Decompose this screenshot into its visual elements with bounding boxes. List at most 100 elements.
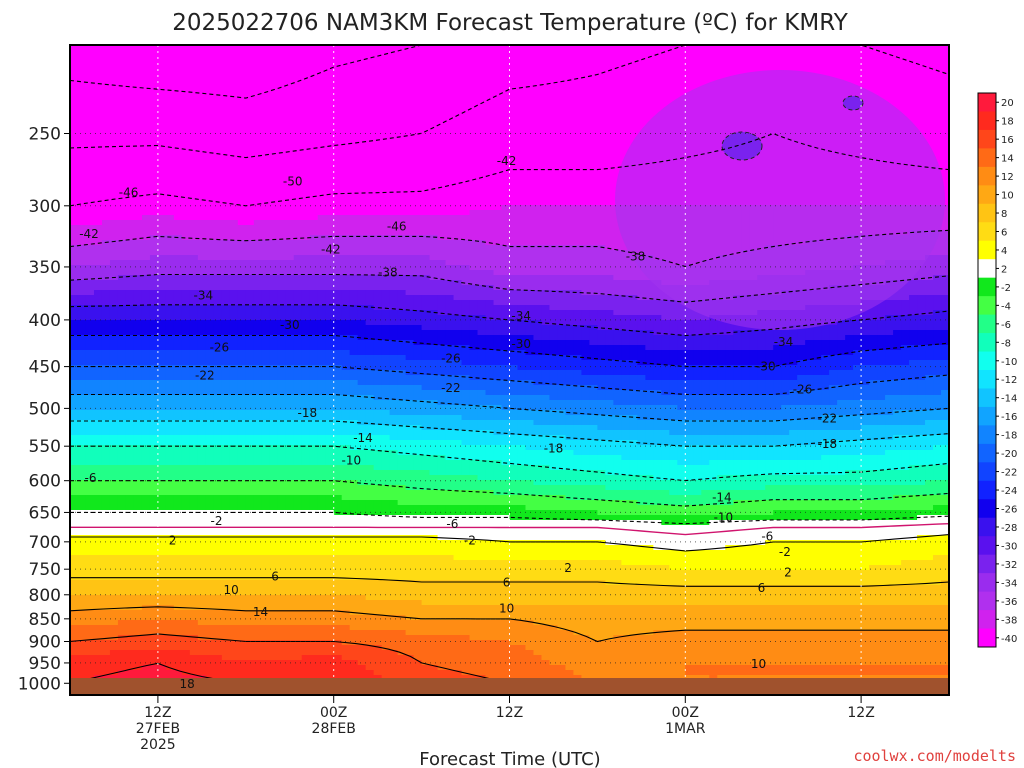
temperature-cell: [621, 245, 630, 251]
temperature-cell: [253, 230, 263, 236]
temperature-cell: [749, 60, 758, 66]
temperature-cell: [533, 100, 543, 106]
temperature-cell: [357, 155, 367, 161]
temperature-cell: [941, 80, 949, 86]
temperature-cell: [205, 50, 215, 56]
temperature-cell: [941, 205, 949, 211]
temperature-cell: [925, 135, 934, 141]
temperature-cell: [413, 165, 423, 171]
temperature-cell: [213, 225, 223, 231]
temperature-cell: [181, 70, 191, 76]
temperature-cell: [205, 255, 215, 261]
temperature-cell: [429, 240, 439, 246]
temperature-cell: [557, 120, 567, 126]
temperature-cell: [717, 60, 726, 66]
temperature-cell: [565, 110, 575, 116]
temperature-cell: [477, 215, 487, 221]
temperature-cell: [117, 235, 127, 241]
temperature-cell: [277, 250, 287, 256]
temperature-cell: [453, 250, 463, 256]
temperature-cell: [397, 155, 407, 161]
temperature-cell: [381, 265, 391, 271]
temperature-cell: [117, 170, 127, 176]
temperature-cell: [573, 220, 583, 226]
temperature-cell: [453, 130, 463, 136]
temperature-cell: [261, 225, 271, 231]
temperature-cell: [261, 160, 271, 166]
temperature-cell: [309, 230, 319, 236]
temperature-cell: [365, 50, 375, 56]
temperature-cell: [285, 255, 295, 261]
temperature-cell: [205, 160, 215, 166]
temperature-cell: [197, 60, 207, 66]
temperature-cell: [381, 245, 391, 251]
temperature-cell: [933, 240, 942, 246]
temperature-cell: [637, 45, 646, 51]
temperature-cell: [469, 90, 479, 96]
temperature-cell: [213, 185, 223, 191]
temperature-cell: [181, 95, 191, 101]
temperature-cell: [253, 65, 263, 71]
temperature-cell: [357, 240, 367, 246]
temperature-cell: [893, 90, 902, 96]
temperature-cell: [341, 170, 351, 176]
temperature-cell: [461, 75, 471, 81]
temperature-cell: [525, 190, 535, 196]
temperature-cell: [613, 50, 622, 56]
temperature-cell: [277, 215, 287, 221]
temperature-cell: [125, 125, 135, 131]
temperature-cell: [445, 215, 455, 221]
temperature-cell: [669, 85, 678, 91]
temperature-cell: [269, 200, 279, 206]
temperature-cell: [77, 260, 87, 266]
temperature-cell: [621, 255, 630, 261]
temperature-cell: [245, 195, 255, 201]
temperature-cell: [141, 220, 151, 226]
temperature-cell: [853, 70, 862, 76]
temperature-cell: [181, 165, 191, 171]
temperature-cell: [725, 65, 734, 71]
temperature-cell: [70, 235, 79, 241]
temperature-cell: [573, 170, 583, 176]
temperature-cell: [749, 55, 758, 61]
temperature-cell: [669, 80, 678, 86]
temperature-cell: [597, 45, 606, 51]
temperature-cell: [77, 245, 87, 251]
temperature-cell: [421, 125, 431, 131]
temperature-cell: [117, 140, 127, 146]
temperature-cell: [533, 240, 543, 246]
temperature-cell: [133, 105, 143, 111]
temperature-cell: [685, 45, 694, 51]
temperature-cell: [661, 100, 670, 106]
temperature-cell: [173, 270, 183, 276]
temperature-cell: [509, 140, 519, 146]
temperature-cell: [589, 175, 598, 181]
temperature-cell: [229, 180, 239, 186]
temperature-cell: [573, 255, 583, 261]
temperature-cell: [125, 250, 135, 256]
temperature-cell: [117, 270, 127, 276]
temperature-cell: [597, 180, 606, 186]
temperature-cell: [237, 215, 247, 221]
temperature-cell: [413, 175, 423, 181]
temperature-cell: [341, 160, 351, 166]
temperature-cell: [597, 170, 606, 176]
temperature-cell: [181, 75, 191, 81]
temperature-cell: [277, 90, 287, 96]
temperature-cell: [205, 195, 215, 201]
temperature-cell: [493, 170, 503, 176]
temperature-cell: [909, 55, 918, 61]
temperature-cell: [525, 50, 535, 56]
temperature-cell: [445, 70, 455, 76]
temperature-cell: [109, 130, 119, 136]
temperature-cell: [205, 80, 215, 86]
temperature-cell: [269, 220, 279, 226]
temperature-cell: [405, 100, 415, 106]
temperature-cell: [197, 130, 207, 136]
temperature-cell: [509, 55, 519, 61]
temperature-cell: [213, 175, 223, 181]
temperature-cell: [541, 220, 551, 226]
temperature-cell: [293, 260, 303, 266]
temperature-cell: [173, 130, 183, 136]
temperature-cell: [165, 265, 175, 271]
